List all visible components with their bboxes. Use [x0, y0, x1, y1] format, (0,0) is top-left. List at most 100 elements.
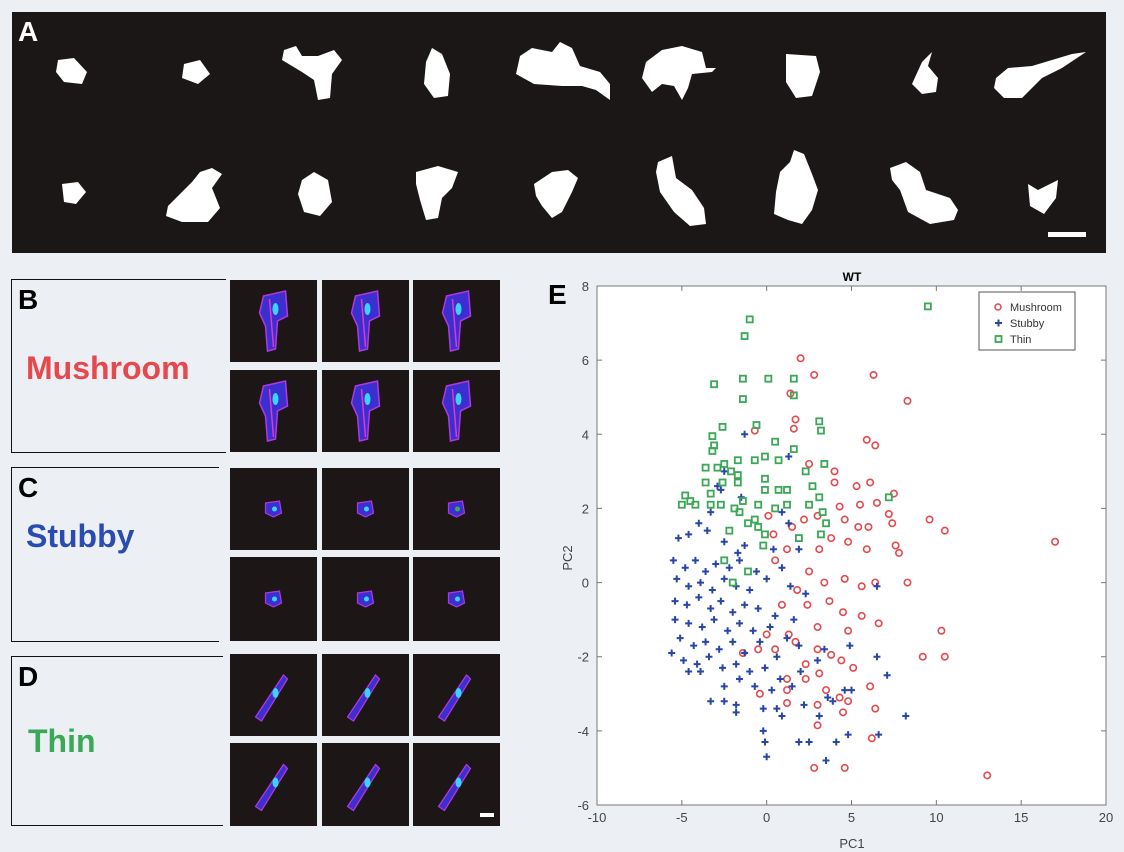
- data-point-mushroom: [783, 674, 792, 683]
- data-point-stubby: [685, 530, 693, 538]
- data-point-thin: [884, 493, 893, 502]
- data-point-mushroom: [871, 441, 880, 450]
- data-point-thin: [752, 421, 761, 429]
- y-tick-label: -6: [577, 798, 589, 813]
- legend-marker-stubby: [995, 319, 1002, 327]
- data-point-thin: [801, 467, 810, 476]
- data-point-stubby: [768, 686, 776, 694]
- spine-shape: [182, 60, 210, 84]
- data-point-stubby: [902, 712, 910, 720]
- data-point-thin: [805, 500, 813, 509]
- data-point-stubby: [873, 653, 881, 661]
- data-point-stubby: [814, 656, 822, 664]
- spine-silhouettes: [56, 42, 1086, 237]
- y-tick-label: 8: [582, 279, 589, 294]
- data-point-thin: [754, 523, 763, 531]
- data-point-thin: [764, 374, 773, 383]
- data-point-mushroom: [857, 611, 866, 620]
- panel-b-box: B Mushroom: [11, 279, 226, 453]
- data-point-mushroom: [903, 578, 912, 587]
- data-point-stubby: [702, 638, 710, 646]
- data-point-mushroom: [866, 682, 875, 691]
- y-tick-label: 6: [582, 353, 589, 368]
- data-point-thin: [774, 485, 783, 494]
- data-point-stubby: [668, 649, 676, 657]
- data-point-mushroom: [813, 623, 822, 632]
- data-point-mushroom: [789, 424, 798, 433]
- data-point-stubby: [695, 593, 703, 601]
- data-point-thin: [817, 426, 825, 435]
- data-point-thin: [750, 515, 759, 524]
- spine-thumbnail-mushroom: [413, 370, 500, 452]
- panel-c-box: C Stubby: [11, 467, 219, 642]
- data-point-thin: [817, 530, 825, 539]
- data-point-thin: [716, 500, 725, 509]
- data-point-thin: [818, 508, 827, 517]
- data-point-mushroom: [791, 415, 800, 424]
- data-point-stubby: [756, 638, 764, 646]
- spine-shape: [282, 46, 342, 100]
- data-point-stubby: [708, 586, 716, 594]
- data-point-stubby: [671, 616, 679, 624]
- data-point-stubby: [698, 623, 706, 631]
- data-point-stubby: [707, 508, 715, 516]
- data-point-stubby: [771, 612, 779, 620]
- data-point-thin: [681, 491, 690, 500]
- data-point-thin: [733, 456, 742, 465]
- data-point-stubby: [800, 701, 808, 709]
- data-point-mushroom: [830, 478, 839, 487]
- data-point-stubby: [790, 616, 798, 624]
- data-point-thin: [761, 530, 769, 539]
- data-point-mushroom: [849, 663, 858, 672]
- class-label-stubby: Stubby: [26, 518, 135, 554]
- spine-thumbnail-mushroom: [322, 370, 409, 452]
- data-point-thin: [923, 302, 932, 311]
- data-point-mushroom: [783, 545, 792, 554]
- data-point-thin: [789, 391, 798, 400]
- spine-shape: [912, 52, 938, 94]
- data-point-mushroom: [903, 396, 912, 405]
- data-point-mushroom: [810, 370, 819, 379]
- data-point-mushroom: [840, 574, 849, 583]
- data-point-mushroom: [827, 534, 836, 543]
- data-point-mushroom: [937, 626, 946, 635]
- data-point-thin: [739, 395, 747, 403]
- data-point-stubby: [841, 686, 849, 694]
- data-point-mushroom: [783, 699, 792, 708]
- data-point-stubby: [696, 579, 704, 587]
- data-point-stubby: [685, 668, 693, 676]
- data-point-mushroom: [825, 597, 834, 606]
- data-point-stubby: [754, 605, 762, 613]
- data-point-mushroom: [869, 370, 878, 379]
- data-point-stubby: [761, 664, 769, 672]
- data-point-mushroom: [835, 502, 844, 511]
- data-point-thin: [701, 463, 710, 472]
- data-point-stubby: [815, 712, 823, 720]
- panel-label-e: E: [548, 279, 567, 310]
- spine-thumbnail-stubby: [413, 557, 500, 641]
- data-point-mushroom: [918, 652, 927, 661]
- data-point-mushroom: [839, 708, 848, 717]
- chart-title: WT: [843, 270, 862, 284]
- data-point-stubby: [773, 705, 781, 713]
- spine-thumbnail-thin: [230, 743, 317, 826]
- data-point-mushroom: [835, 693, 844, 702]
- data-point-thin: [771, 437, 780, 446]
- data-point-mushroom: [874, 619, 883, 628]
- data-point-mushroom: [888, 519, 897, 528]
- data-point-stubby: [705, 653, 713, 661]
- data-point-mushroom: [872, 498, 881, 507]
- spine-shape: [416, 166, 458, 220]
- legend: Mushroom Stubby Thin: [978, 291, 1076, 351]
- x-tick-label: 5: [848, 810, 855, 825]
- data-point-stubby: [761, 738, 769, 746]
- data-point-stubby: [725, 564, 733, 572]
- spine-thumbnail-stubby: [322, 468, 409, 550]
- data-point-stubby: [685, 619, 693, 627]
- data-point-stubby: [741, 601, 749, 609]
- x-tick-label: -10: [588, 810, 607, 825]
- data-point-mushroom: [801, 674, 810, 683]
- data-point-mushroom: [830, 467, 839, 476]
- data-point-stubby: [822, 757, 830, 765]
- spine-thumbnail-thin: [322, 654, 409, 736]
